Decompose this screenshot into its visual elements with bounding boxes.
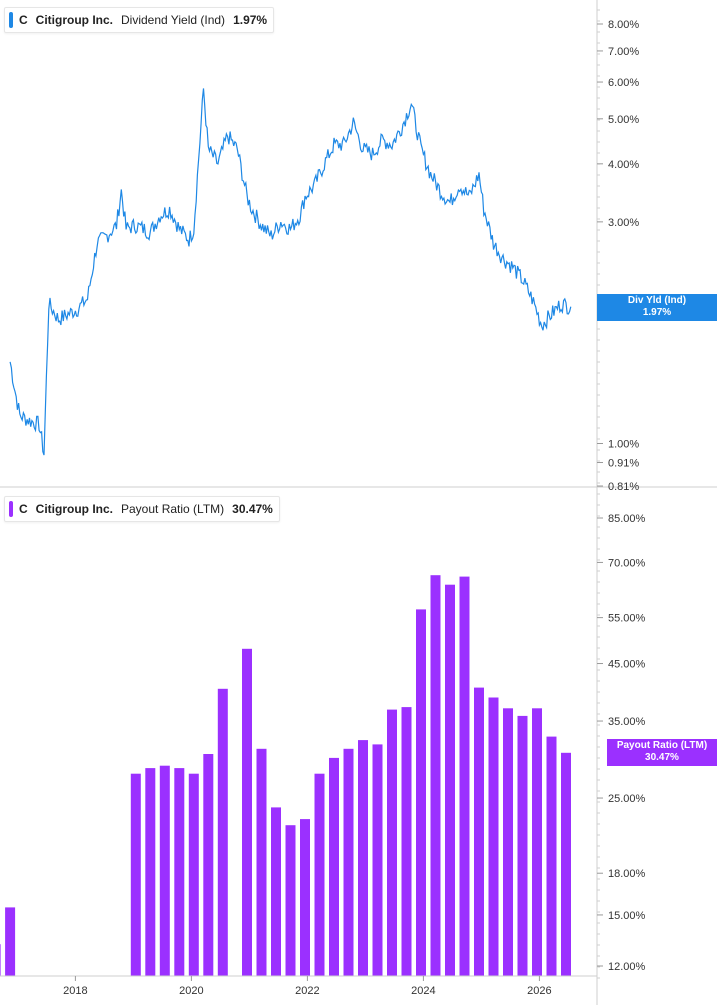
- payout-ratio-bar[interactable]: [416, 609, 426, 976]
- bottom-ytick-label: 35.00%: [608, 716, 646, 728]
- payout-ratio-bar[interactable]: [314, 773, 325, 976]
- payout-ratio-bar[interactable]: [5, 907, 16, 976]
- top-ytick-label: 1.00%: [608, 438, 639, 450]
- bottom-ytick-label: 15.00%: [608, 910, 646, 922]
- top-ytick-label: 7.00%: [608, 46, 639, 58]
- payout-ratio-bar[interactable]: [561, 752, 571, 976]
- payout-ratio-bar[interactable]: [445, 584, 455, 976]
- bottom-symbol: C: [19, 502, 28, 516]
- payout-ratio-bar[interactable]: [174, 768, 185, 976]
- payout-ratio-bar[interactable]: [517, 715, 528, 976]
- top-series-swatch: [9, 12, 13, 28]
- payout-ratio-bar[interactable]: [285, 825, 296, 976]
- top-company: Citigroup Inc.: [35, 13, 113, 27]
- top-ytick-label: 8.00%: [608, 19, 639, 31]
- bottom-ytick-label: 70.00%: [608, 557, 646, 569]
- payout-ratio-bar[interactable]: [256, 748, 267, 976]
- xtick-label: 2026: [527, 985, 551, 997]
- bottom-ytick-label: 85.00%: [608, 513, 646, 525]
- top-ytick-label: 4.00%: [608, 159, 639, 171]
- xtick-label: 2022: [295, 985, 319, 997]
- bottom-ytick-label: 45.00%: [608, 659, 646, 671]
- top-ytick-label: 0.91%: [608, 458, 639, 470]
- payout-ratio-bar[interactable]: [329, 757, 339, 976]
- payout-ratio-bar[interactable]: [532, 708, 542, 976]
- bottom-legend[interactable]: C Citigroup Inc. Payout Ratio (LTM) 30.4…: [4, 496, 280, 522]
- payout-ratio-bar[interactable]: [459, 576, 470, 976]
- bottom-series-swatch: [9, 501, 13, 517]
- payout-ratio-bar[interactable]: [387, 709, 397, 976]
- payout-ratio-bar[interactable]: [159, 765, 170, 976]
- bottom-value-badge: Payout Ratio (LTM) 30.47%: [607, 739, 717, 766]
- payout-ratio-bar[interactable]: [343, 748, 354, 976]
- top-legend[interactable]: C Citigroup Inc. Dividend Yield (Ind) 1.…: [4, 7, 275, 33]
- top-ytick-label: 6.00%: [608, 77, 639, 89]
- payout-ratio-bar[interactable]: [503, 708, 513, 976]
- payout-ratio-bar[interactable]: [130, 773, 141, 976]
- payout-ratio-bar[interactable]: [145, 768, 156, 976]
- payout-ratio-bar[interactable]: [401, 707, 412, 976]
- bottom-ytick-label: 18.00%: [608, 868, 646, 880]
- payout-ratio-bar[interactable]: [203, 754, 214, 976]
- bottom-company: Citigroup Inc.: [35, 502, 113, 516]
- payout-ratio-bar[interactable]: [372, 744, 383, 976]
- bottom-badge-value: 30.47%: [645, 752, 679, 763]
- bottom-metric: Payout Ratio (LTM): [121, 502, 225, 516]
- top-metric: Dividend Yield (Ind): [121, 13, 226, 27]
- xtick-label: 2018: [63, 985, 87, 997]
- top-ytick-label: 5.00%: [608, 114, 639, 126]
- top-ytick-label: 0.81%: [608, 481, 639, 493]
- bottom-ytick-label: 25.00%: [608, 793, 646, 805]
- bottom-ytick-label: 12.00%: [608, 961, 646, 973]
- payout-ratio-bar[interactable]: [300, 819, 310, 976]
- top-badge-value: 1.97%: [642, 307, 672, 318]
- payout-ratio-bar[interactable]: [217, 688, 228, 976]
- bottom-ytick-label: 55.00%: [608, 613, 646, 625]
- payout-ratio-bar[interactable]: [0, 944, 1, 976]
- payout-ratio-bar[interactable]: [430, 575, 441, 976]
- top-value-badge: Div Yld (Ind) 1.97%: [597, 294, 717, 321]
- payout-ratio-bar[interactable]: [546, 736, 557, 976]
- top-value: 1.97%: [233, 13, 268, 27]
- payout-ratio-bar[interactable]: [188, 773, 199, 976]
- bottom-value: 30.47%: [232, 502, 273, 516]
- xtick-label: 2020: [179, 985, 203, 997]
- xtick-label: 2024: [411, 985, 435, 997]
- top-ytick-label: 3.00%: [608, 217, 639, 229]
- payout-ratio-bar[interactable]: [488, 697, 499, 977]
- bottom-badge-label: Payout Ratio (LTM): [616, 740, 708, 751]
- top-symbol: C: [19, 13, 28, 27]
- payout-ratio-bar[interactable]: [474, 687, 484, 976]
- payout-ratio-bar[interactable]: [271, 807, 281, 976]
- payout-ratio-bar[interactable]: [358, 740, 368, 976]
- dividend-yield-line: [9, 88, 572, 456]
- payout-ratio-bar[interactable]: [242, 648, 252, 976]
- top-badge-label: Div Yld (Ind): [627, 295, 687, 306]
